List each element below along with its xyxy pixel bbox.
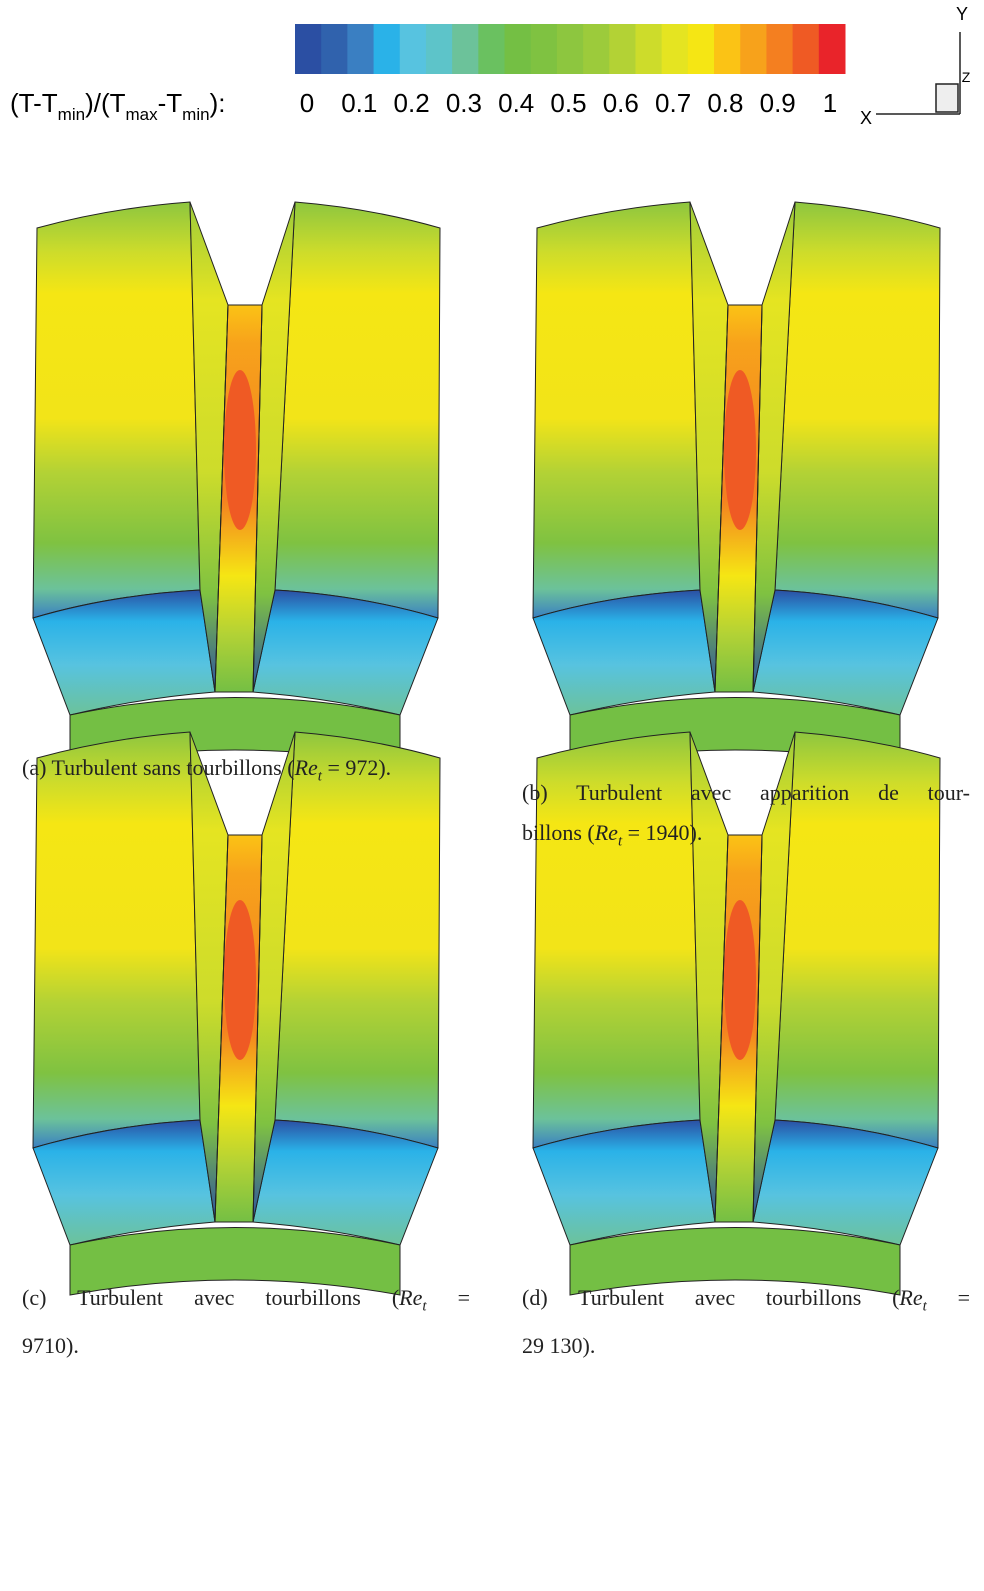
label-subscript: max (125, 105, 158, 124)
axis-z-label: Z (962, 69, 971, 85)
label-subscript: min (58, 105, 85, 124)
caption-text: (a) Turbulent sans tourbillons ( (22, 755, 295, 780)
caption-variable: Re (294, 755, 318, 780)
contour-panel-b (532, 201, 941, 766)
caption: (b) Turbulent avec apparition de tour-bi… (522, 773, 970, 861)
caption-line: (a) Turbulent sans tourbillons (Ret = 97… (22, 748, 470, 796)
caption-text: (b) Turbulent avec apparition de tour- (522, 780, 970, 805)
caption-subscript: t (422, 1298, 427, 1315)
caption-text: billons ( (522, 820, 595, 845)
caption-text: 9710). (22, 1333, 79, 1359)
colorbar-tick-label: 0.7 (655, 88, 691, 118)
colorbar-tick-label: 0 (300, 88, 314, 118)
color-band (504, 24, 532, 74)
colorbar-tick-label: 0.6 (603, 88, 639, 118)
color-band (583, 24, 610, 74)
caption-value: = (926, 1285, 970, 1310)
axis-triad (876, 32, 961, 115)
contour-panel-c (32, 731, 441, 1296)
color-band (452, 24, 479, 74)
axis-x-label: X (860, 108, 872, 128)
colorbar-tick-label: 1 (823, 88, 837, 118)
color-band (609, 24, 636, 74)
label-text: (T-T (10, 88, 58, 118)
colorbar: 0 0.1 0.2 0.3 0.4 0.5 0.6 0.7 0.8 0.9 1(T-Tmin)/(T… (10, 24, 846, 124)
color-band (556, 24, 584, 74)
caption-line: 9710). (22, 1326, 470, 1366)
contour-panel-a (32, 201, 441, 766)
caption-subscript: t (617, 833, 623, 850)
label-text: )/(T (85, 88, 126, 118)
color-band (635, 24, 663, 74)
caption-value: = 972). (321, 755, 392, 780)
caption-text: (d) Turbulent avec tourbillons ( (522, 1285, 900, 1310)
color-band (687, 24, 715, 74)
colorbar-label: (T-Tmin)/(Tmax-Tmin): (10, 88, 225, 124)
colorbar-tick-label: 0.9 (760, 88, 796, 118)
caption: (d) Turbulent avec tourbillons (Ret = 29 … (522, 1278, 970, 1366)
label-subscript: min (182, 105, 209, 124)
caption: (c) Turbulent avec tourbillons (Ret = 971… (22, 1278, 470, 1366)
label-text: -T (158, 88, 183, 118)
axis-y-label: Y (956, 4, 968, 24)
caption-line: (b) Turbulent avec apparition de tour- (522, 773, 970, 813)
color-band (530, 24, 558, 74)
colorbar-tick-label: 0.2 (394, 88, 430, 118)
caption-line: billons (Ret = 1940). (522, 813, 970, 861)
caption-text: 29 130). (522, 1333, 596, 1359)
caption-line: (d) Turbulent avec tourbillons (Ret = (522, 1278, 970, 1326)
caption-variable: Re (899, 1285, 923, 1310)
caption-subscript: t (317, 768, 322, 785)
caption-variable: Re (594, 820, 618, 845)
color-band (399, 24, 427, 74)
colorbar-tick-label: 0.3 (446, 88, 482, 118)
color-band (347, 24, 375, 74)
color-band (740, 24, 767, 74)
color-band (478, 24, 506, 74)
colorbar-tick-label: 0.4 (498, 88, 534, 118)
caption-value: = 1940). (622, 820, 703, 845)
color-band (714, 24, 741, 74)
caption-line: (c) Turbulent avec tourbillons (Ret = (22, 1278, 470, 1326)
color-band (766, 24, 794, 74)
caption: (a) Turbulent sans tourbillons (Ret = 97… (22, 748, 470, 796)
color-band (373, 24, 401, 74)
colorbar-tick-label: 0.5 (550, 88, 586, 118)
color-band (425, 24, 453, 74)
caption-variable: Re (399, 1285, 423, 1310)
color-band (321, 24, 348, 74)
caption-value: = (426, 1285, 470, 1310)
caption-text: (c) Turbulent avec tourbillons ( (22, 1285, 400, 1310)
colorbar-tick-label: 0.1 (341, 88, 377, 118)
color-band (818, 24, 846, 74)
color-band (295, 24, 322, 74)
caption-subscript: t (922, 1298, 927, 1315)
colorbar-tick-label: 0.8 (707, 88, 743, 118)
color-band (792, 24, 820, 74)
color-band (661, 24, 689, 74)
caption-line: 29 130). (522, 1326, 970, 1366)
label-text: ): (210, 88, 226, 118)
